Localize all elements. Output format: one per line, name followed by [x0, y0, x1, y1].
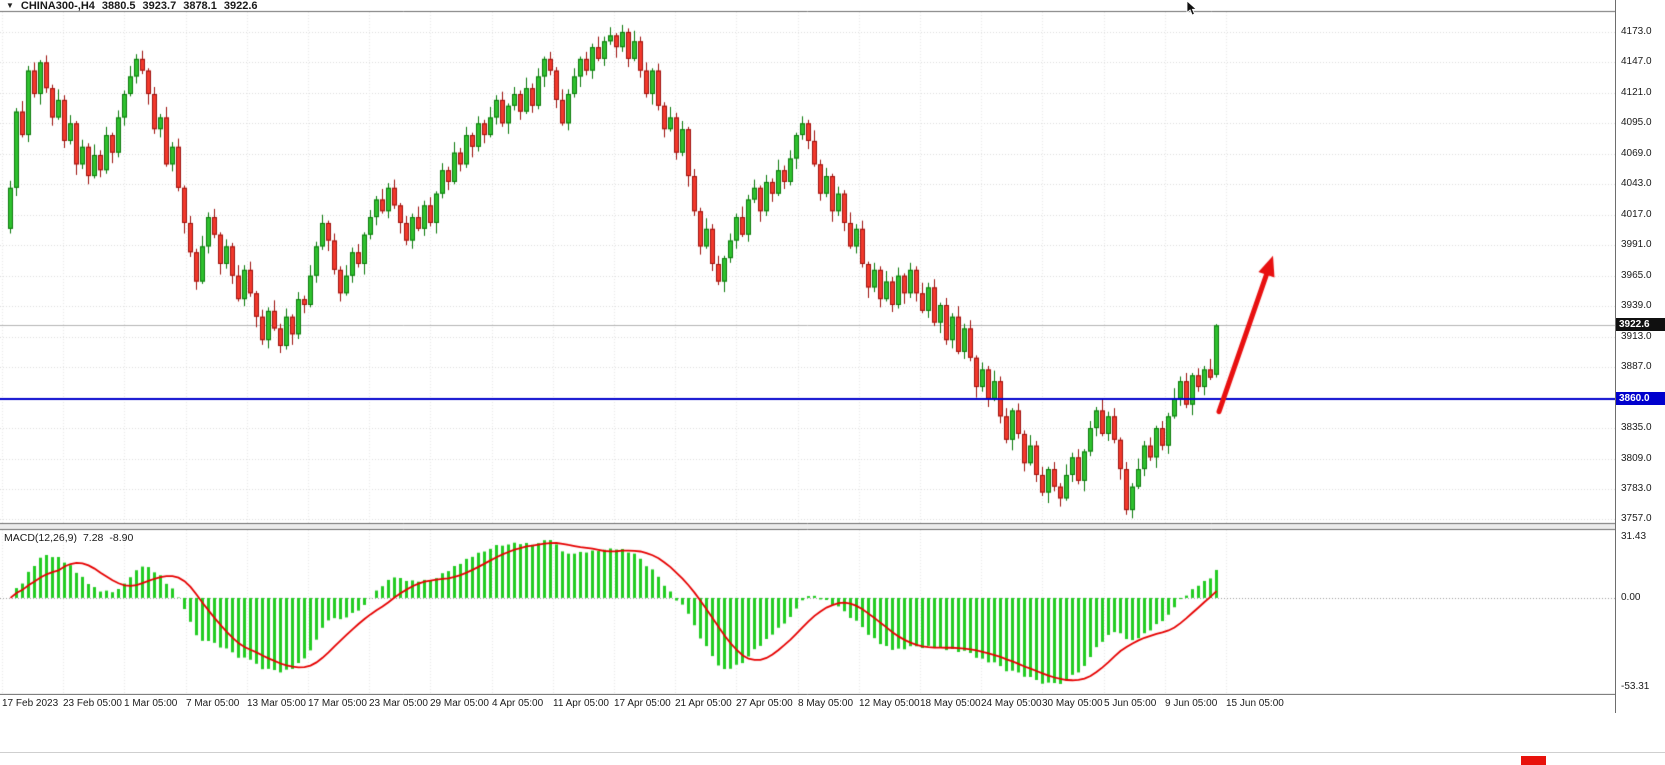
macd-scale-max-label: 31.43	[1621, 531, 1647, 542]
macd-indicator-label: MACD(12,26,9) 7.28 -8.90	[4, 532, 133, 544]
time-axis-label: 7 Mar 05:00	[186, 698, 240, 709]
price-tick-label: 4173.0	[1621, 25, 1652, 37]
time-axis-label: 30 May 05:00	[1042, 698, 1103, 709]
price-tick-label: 3757.0	[1621, 513, 1652, 525]
price-tick-label: 4095.0	[1621, 117, 1652, 129]
price-tick-label: 4043.0	[1621, 178, 1652, 190]
time-axis-label: 17 Mar 05:00	[308, 698, 367, 709]
price-chart-canvas[interactable]	[0, 0, 1615, 695]
time-axis-label: 23 Mar 05:00	[369, 698, 428, 709]
macd-main-value: 7.28	[82, 532, 104, 544]
time-axis-label: 21 Apr 05:00	[675, 698, 732, 709]
time-axis-label: 18 May 05:00	[920, 698, 981, 709]
time-axis-label: 1 Mar 05:00	[124, 698, 178, 709]
price-tick-label: 3783.0	[1621, 483, 1652, 494]
quote-open-value: 3880.5	[101, 0, 136, 12]
bottom-strip	[0, 713, 1665, 765]
time-axis-label: 29 Mar 05:00	[430, 698, 489, 709]
time-axis-label: 13 Mar 05:00	[247, 698, 306, 709]
price-tick-label: 3913.0	[1621, 330, 1652, 342]
quote-high-value: 3923.7	[142, 0, 177, 12]
quote-bar: ▼ CHINA300-,H4 3880.5 3923.7 3878.1 3922…	[6, 0, 258, 12]
price-tick-label: 3835.0	[1621, 422, 1652, 434]
time-axis-label: 12 May 05:00	[859, 698, 920, 709]
price-tick-label: 3991.0	[1621, 239, 1652, 251]
time-axis-label: 4 Apr 05:00	[492, 698, 544, 709]
price-tick-label: 3965.0	[1621, 269, 1652, 281]
quote-low-value: 3878.1	[183, 0, 217, 12]
price-tick-label: 4069.0	[1621, 147, 1652, 159]
macd-name: MACD(12,26,9)	[4, 532, 77, 544]
price-tick-label: 3939.0	[1621, 300, 1652, 312]
macd-signal-value: -8.90	[109, 532, 134, 544]
time-axis-label: 8 May 05:00	[798, 698, 854, 709]
price-tick-label: 4121.0	[1621, 86, 1652, 98]
price-axis[interactable]: 3922.6 3860.0 31.43 0.00 -53.31 4173.0 41…	[1615, 0, 1665, 713]
time-axis-label: 17 Apr 05:00	[614, 698, 671, 709]
time-axis-label: 9 Jun 05:00	[1165, 698, 1218, 709]
symbol-dropdown-icon[interactable]: ▼	[6, 1, 14, 10]
price-tick-label: 3809.0	[1621, 452, 1652, 464]
time-axis-label: 23 Feb 05:00	[63, 698, 122, 709]
price-tick-label: 4147.0	[1621, 56, 1652, 68]
time-axis-label: 27 Apr 05:00	[736, 698, 793, 709]
macd-scale-min-label: -53.31	[1621, 681, 1650, 692]
bottom-divider-line	[0, 752, 1665, 753]
quote-close-value: 3922.6	[223, 0, 258, 12]
time-axis[interactable]: 17 Feb 2023 23 Feb 05:00 1 Mar 05:00 7 Mar …	[0, 695, 1615, 713]
price-tick-label: 3887.0	[1621, 361, 1652, 373]
time-axis-label: 11 Apr 05:00	[553, 698, 609, 709]
macd-scale-zero-label: 0.00	[1621, 591, 1641, 603]
price-tick-label: 4017.0	[1621, 208, 1652, 220]
mouse-cursor	[1186, 1, 1198, 16]
time-axis-label: 17 Feb 2023	[2, 698, 59, 709]
time-axis-label: 5 Jun 05:00	[1104, 698, 1157, 709]
time-axis-label: 24 May 05:00	[981, 698, 1042, 709]
last-price-tag: 3922.6	[1616, 318, 1665, 332]
symbol-timeframe-label: CHINA300-,H4	[20, 0, 95, 12]
time-axis-label: 15 Jun 05:00	[1226, 698, 1284, 709]
support-level-price-tag: 3860.0	[1616, 391, 1665, 405]
bottom-red-indicator	[1521, 756, 1546, 765]
